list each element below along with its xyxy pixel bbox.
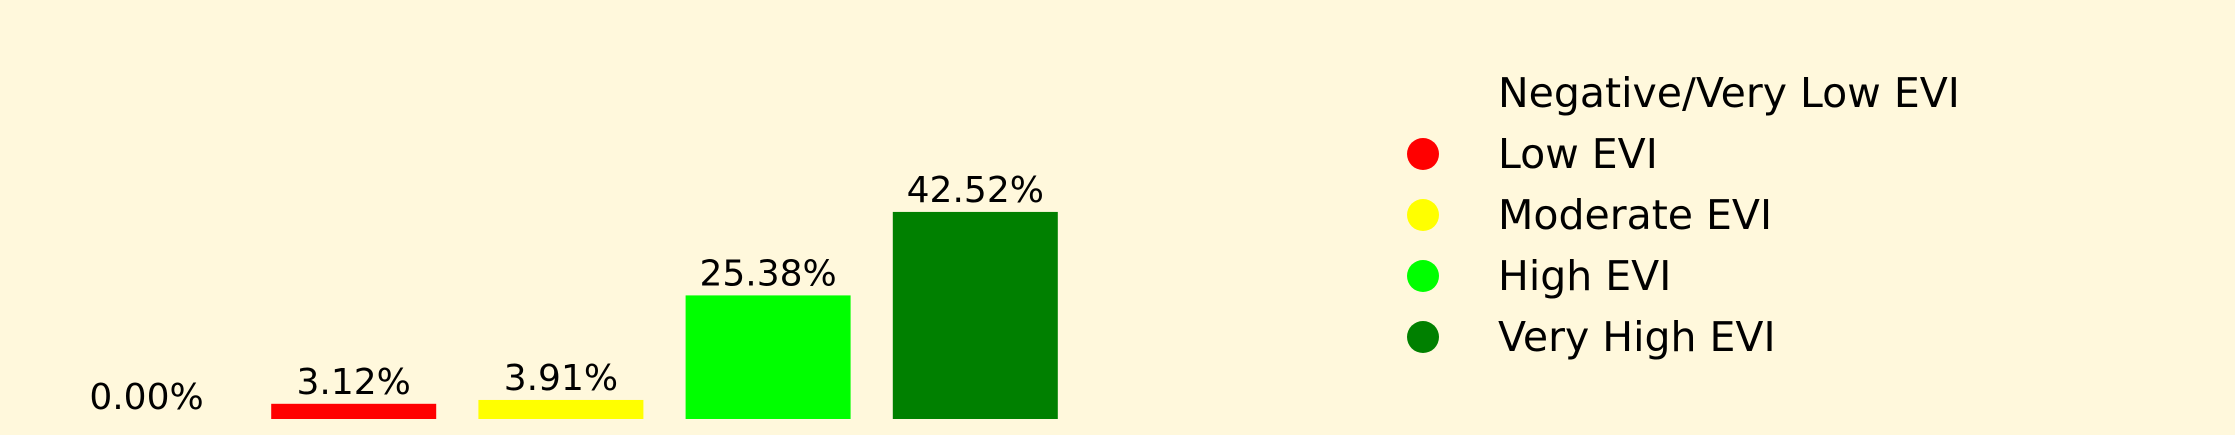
bar-moderate-evi [478, 399, 644, 419]
bar-high-evi [685, 295, 851, 419]
bar-very-high-evi [892, 211, 1058, 419]
legend-marker [1407, 260, 1439, 292]
legend-item: Moderate EVI [1407, 191, 1772, 239]
legend-label: Negative/Very Low EVI [1498, 69, 1960, 117]
legend-label: Very High EVI [1498, 313, 1776, 361]
bar-low-evi [271, 403, 437, 419]
legend-item: Low EVI [1407, 130, 1658, 178]
legend-label: Moderate EVI [1498, 191, 1772, 239]
legend-item: Very High EVI [1407, 313, 1776, 361]
legend: Negative/Very Low EVI Low EVI Moderate EVI… [1407, 69, 1960, 361]
legend-item: Negative/Very Low EVI [1407, 69, 1960, 117]
bar-value-label: 42.52% [907, 170, 1044, 211]
legend-item: High EVI [1407, 252, 1671, 300]
legend-marker [1407, 199, 1439, 231]
bar-value-label: 3.91% [504, 358, 618, 399]
bars-group [271, 211, 1058, 419]
bar-labels-group: 0.00% 3.12% 3.91% 25.38% 42.52% [89, 170, 1044, 418]
bar-value-label: 3.12% [297, 362, 411, 403]
bar-value-label: 25.38% [699, 253, 836, 294]
legend-label: Low EVI [1498, 130, 1658, 178]
legend-label: High EVI [1498, 252, 1671, 300]
legend-marker [1407, 77, 1439, 109]
legend-marker [1407, 321, 1439, 353]
bar-value-label: 0.00% [89, 377, 203, 418]
legend-marker [1407, 138, 1439, 170]
